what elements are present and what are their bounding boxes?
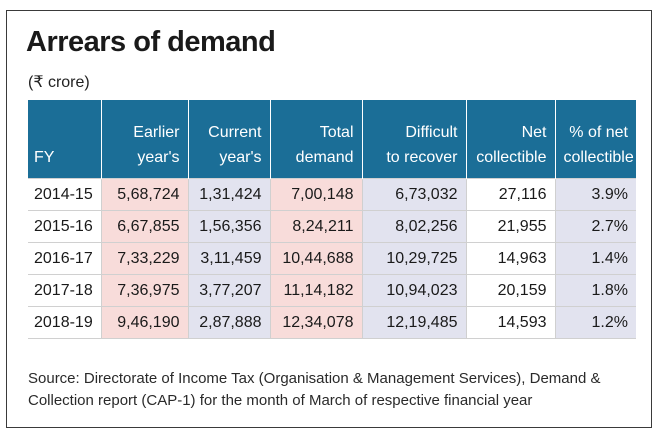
cell-current-years: 2,87,888 — [188, 306, 271, 339]
header-line: Current — [208, 124, 262, 141]
unit-label: (₹ crore) — [28, 74, 90, 91]
cell-fy: 2014-15 — [28, 178, 102, 211]
header-line: Difficult — [405, 124, 458, 141]
header-line: year's — [137, 149, 180, 166]
header-current-years: Current year's — [188, 100, 271, 179]
cell-total-demand: 10,44,688 — [270, 242, 363, 275]
cell-total-demand: 11,14,182 — [270, 274, 363, 307]
cell-earlier-years: 7,36,975 — [101, 274, 189, 307]
cell-pct-net-collectible: 2.7% — [555, 210, 636, 243]
cell-current-years: 1,31,424 — [188, 178, 271, 211]
cell-pct-net-collectible: 3.9% — [555, 178, 636, 211]
table-row: 2017-18 7,36,975 3,77,207 11,14,182 10,9… — [28, 274, 636, 307]
table-row: 2015-16 6,67,855 1,56,356 8,24,211 8,02,… — [28, 210, 636, 243]
header-line: Earlier — [133, 124, 180, 141]
header-line: demand — [295, 149, 354, 166]
header-line: collectible — [563, 149, 634, 166]
header-fy-line-1: FY — [34, 149, 55, 166]
header-line: collectible — [476, 149, 547, 166]
cell-fy: 2018-19 — [28, 306, 102, 339]
cell-difficult-to-recover: 10,29,725 — [362, 242, 467, 275]
cell-fy: 2015-16 — [28, 210, 102, 243]
header-fy: FY — [28, 100, 102, 179]
header-line: % of net — [569, 124, 628, 141]
cell-fy: 2017-18 — [28, 274, 102, 307]
cell-net-collectible: 14,593 — [466, 306, 556, 339]
cell-earlier-years: 6,67,855 — [101, 210, 189, 243]
cell-difficult-to-recover: 6,73,032 — [362, 178, 467, 211]
cell-current-years: 1,56,356 — [188, 210, 271, 243]
header-pct-net-collectible: % of net collectible — [555, 100, 636, 179]
cell-earlier-years: 9,46,190 — [101, 306, 189, 339]
cell-total-demand: 12,34,078 — [270, 306, 363, 339]
cell-earlier-years: 5,68,724 — [101, 178, 189, 211]
arrears-table: FY Earlier year's Current year's Total dema… — [28, 100, 636, 339]
header-line: Net — [521, 124, 547, 141]
source-note: Source: Directorate of Income Tax (Organ… — [28, 370, 601, 409]
cell-fy: 2016-17 — [28, 242, 102, 275]
cell-current-years: 3,11,459 — [188, 242, 271, 275]
table-row: 2014-15 5,68,724 1,31,424 7,00,148 6,73,… — [28, 178, 636, 211]
header-row: FY Earlier year's Current year's Total dema… — [28, 100, 636, 179]
header-earlier-years: Earlier year's — [101, 100, 189, 179]
cell-pct-net-collectible: 1.2% — [555, 306, 636, 339]
header-line: Total — [319, 124, 354, 141]
cell-pct-net-collectible: 1.4% — [555, 242, 636, 275]
cell-difficult-to-recover: 8,02,256 — [362, 210, 467, 243]
cell-total-demand: 8,24,211 — [270, 210, 363, 243]
header-line: year's — [219, 149, 262, 166]
table-row: 2016-17 7,33,229 3,11,459 10,44,688 10,2… — [28, 242, 636, 275]
cell-difficult-to-recover: 12,19,485 — [362, 306, 467, 339]
cell-net-collectible: 14,963 — [466, 242, 556, 275]
header-line: to recover — [386, 149, 458, 166]
cell-current-years: 3,77,207 — [188, 274, 271, 307]
cell-pct-net-collectible: 1.8% — [555, 274, 636, 307]
cell-difficult-to-recover: 10,94,023 — [362, 274, 467, 307]
header-net-collectible: Net collectible — [466, 100, 556, 179]
table-row: 2018-19 9,46,190 2,87,888 12,34,078 12,1… — [28, 306, 636, 339]
cell-net-collectible: 20,159 — [466, 274, 556, 307]
header-total-demand: Total demand — [270, 100, 363, 179]
header-difficult-to-recover: Difficult to recover — [362, 100, 467, 179]
cell-net-collectible: 21,955 — [466, 210, 556, 243]
chart-title: Arrears of demand — [26, 26, 276, 58]
cell-earlier-years: 7,33,229 — [101, 242, 189, 275]
cell-net-collectible: 27,116 — [466, 178, 556, 211]
cell-total-demand: 7,00,148 — [270, 178, 363, 211]
